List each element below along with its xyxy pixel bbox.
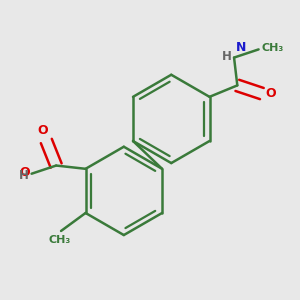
Text: H: H <box>19 169 29 182</box>
Text: CH₃: CH₃ <box>48 235 70 245</box>
Text: O: O <box>19 166 30 178</box>
Text: O: O <box>38 124 48 137</box>
Text: O: O <box>266 87 276 100</box>
Text: CH₃: CH₃ <box>262 43 284 53</box>
Text: N: N <box>236 41 246 54</box>
Text: H: H <box>222 50 231 63</box>
